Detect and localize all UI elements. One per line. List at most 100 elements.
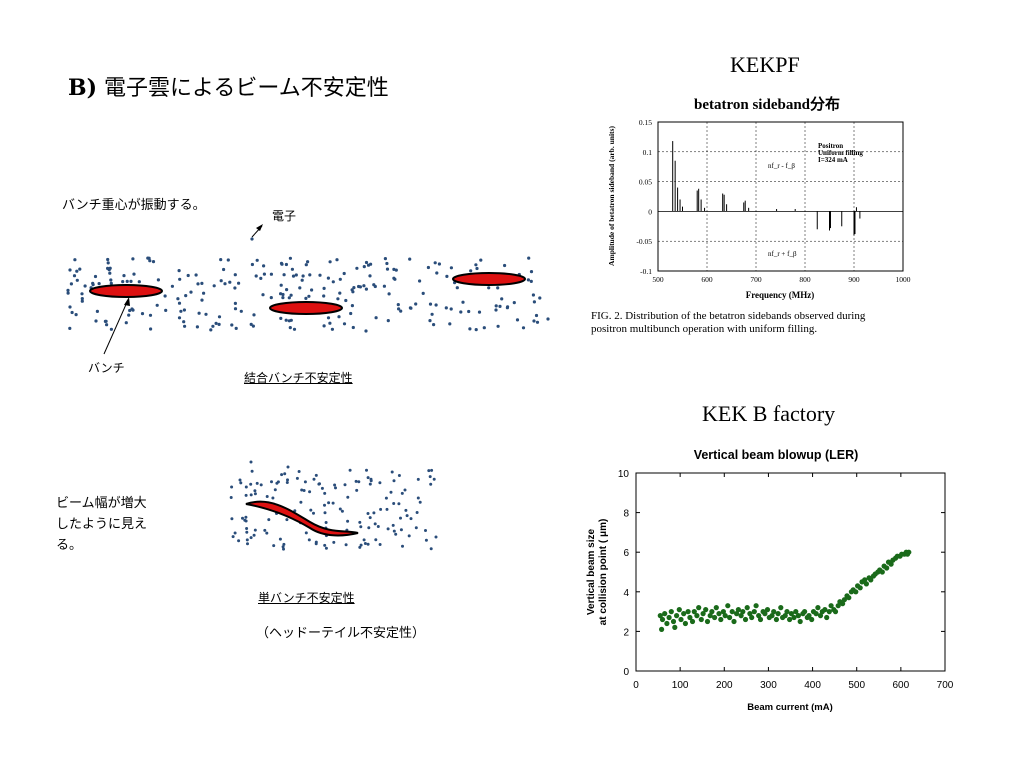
blowup-data-point	[707, 613, 713, 619]
electron-dot	[312, 511, 315, 515]
electron-dot	[399, 528, 403, 532]
electron-dot	[338, 277, 342, 281]
blowup-data-point	[670, 618, 677, 625]
caption-bunch-oscillation: バンチ重心が振動する。	[62, 198, 206, 213]
electron-dot	[262, 264, 266, 268]
electron-dot	[131, 257, 135, 261]
electron-dot	[281, 292, 285, 297]
blowup-y-tick: 6	[623, 548, 629, 559]
electron-dot	[137, 280, 141, 284]
blowup-data-point	[888, 561, 894, 567]
fig-caption-line-2: positron multibunch operation with unifo…	[591, 323, 818, 335]
electron-dot	[318, 273, 322, 277]
electron-dot	[374, 538, 378, 542]
electron-dot	[424, 529, 427, 532]
electron-dot	[385, 261, 389, 266]
electron-dot	[124, 321, 128, 325]
electron-dot	[267, 518, 271, 522]
blowup-data-point	[817, 613, 824, 619]
electron-dot	[222, 267, 226, 272]
electron-dot	[448, 322, 452, 326]
electron-dot	[281, 545, 285, 549]
electron-dot	[505, 306, 509, 310]
electron-dot	[367, 526, 371, 530]
blowup-points	[657, 549, 912, 632]
electron-dot	[468, 327, 472, 331]
electron-dot	[445, 274, 449, 278]
blowup-data-point	[773, 616, 779, 623]
electron-dot	[280, 262, 284, 266]
blowup-data-point	[784, 609, 790, 615]
slide-title-text: 電子雲によるビーム不安定性	[97, 76, 389, 101]
blowup-data-point	[769, 613, 775, 619]
blowup-data-point	[815, 605, 821, 611]
sideband-x-tick: 800	[799, 275, 811, 284]
electron-dot	[366, 542, 370, 546]
electron-dot	[249, 460, 253, 464]
electron-dot	[272, 544, 276, 548]
electron-dot	[109, 281, 113, 285]
sideband-y-axis-label: Amplitude of betatron sideband (arb. uni…	[607, 126, 616, 266]
electron-dot	[214, 321, 218, 325]
electron-dot	[400, 491, 404, 495]
blowup-data-point	[884, 565, 890, 571]
electron-dot	[482, 326, 486, 330]
electron-dot	[391, 523, 395, 527]
electron-dot	[300, 488, 304, 492]
electron-dot	[390, 470, 394, 474]
blowup-y-axis-label-line-1: Vertical beam size	[586, 528, 597, 615]
blowup-data-point	[879, 569, 885, 575]
electron-dot	[233, 307, 238, 311]
electron-dot	[434, 303, 438, 307]
electron-dot	[394, 268, 398, 272]
electron-dot	[538, 296, 542, 300]
electron-dot	[342, 322, 347, 326]
electron-dot	[250, 262, 254, 267]
head-tail-bunch	[245, 500, 359, 537]
electron-dot	[430, 468, 434, 472]
blowup-chart: Vertical beam blowup (LER) 0 100 200 300 400…	[586, 448, 954, 713]
blowup-data-point	[771, 609, 777, 615]
blowup-x-tick: 300	[760, 680, 777, 691]
electron-dot	[364, 287, 368, 291]
blowup-data-point	[751, 609, 757, 615]
electron-dot	[415, 511, 419, 514]
electron-dot	[300, 278, 304, 282]
electron-dot	[385, 267, 390, 271]
electron-dot	[170, 284, 174, 288]
electron-dot	[333, 483, 337, 487]
electron-dot	[358, 520, 362, 524]
electron-dot	[249, 482, 253, 486]
electron-dot	[534, 313, 539, 318]
electron-dot	[94, 319, 98, 323]
electron-cloud-dots-bottom	[229, 460, 438, 551]
electron-dot	[195, 325, 199, 329]
blowup-data-point	[694, 613, 700, 619]
blowup-y-tick: 2	[623, 627, 629, 638]
blowup-data-point	[857, 585, 863, 591]
blowup-data-point	[698, 616, 704, 623]
electron-dot	[249, 536, 253, 540]
electron-dot	[297, 470, 301, 473]
blowup-data-point	[718, 616, 724, 623]
electron-dot	[245, 538, 249, 542]
electron-dot	[487, 286, 491, 290]
electron-dot	[372, 511, 376, 515]
electron-dot	[108, 266, 112, 270]
blowup-data-point	[791, 614, 797, 621]
blowup-data-point	[797, 618, 803, 625]
electron-dot	[373, 284, 377, 289]
blowup-data-point	[668, 609, 674, 615]
electron-dot	[233, 301, 237, 305]
electron-dot	[228, 280, 232, 284]
electron-dot	[432, 477, 436, 481]
electron-dot	[130, 307, 134, 311]
electron-dot	[204, 312, 208, 316]
electron-dot	[408, 306, 412, 310]
blowup-data-point	[681, 611, 687, 617]
label-single-bunch: 単バンチ不安定性	[258, 591, 355, 605]
electron-dot	[183, 324, 187, 328]
electron-dot	[503, 263, 507, 268]
sideband-gridlines	[657, 121, 904, 272]
electron-dot	[310, 288, 314, 292]
